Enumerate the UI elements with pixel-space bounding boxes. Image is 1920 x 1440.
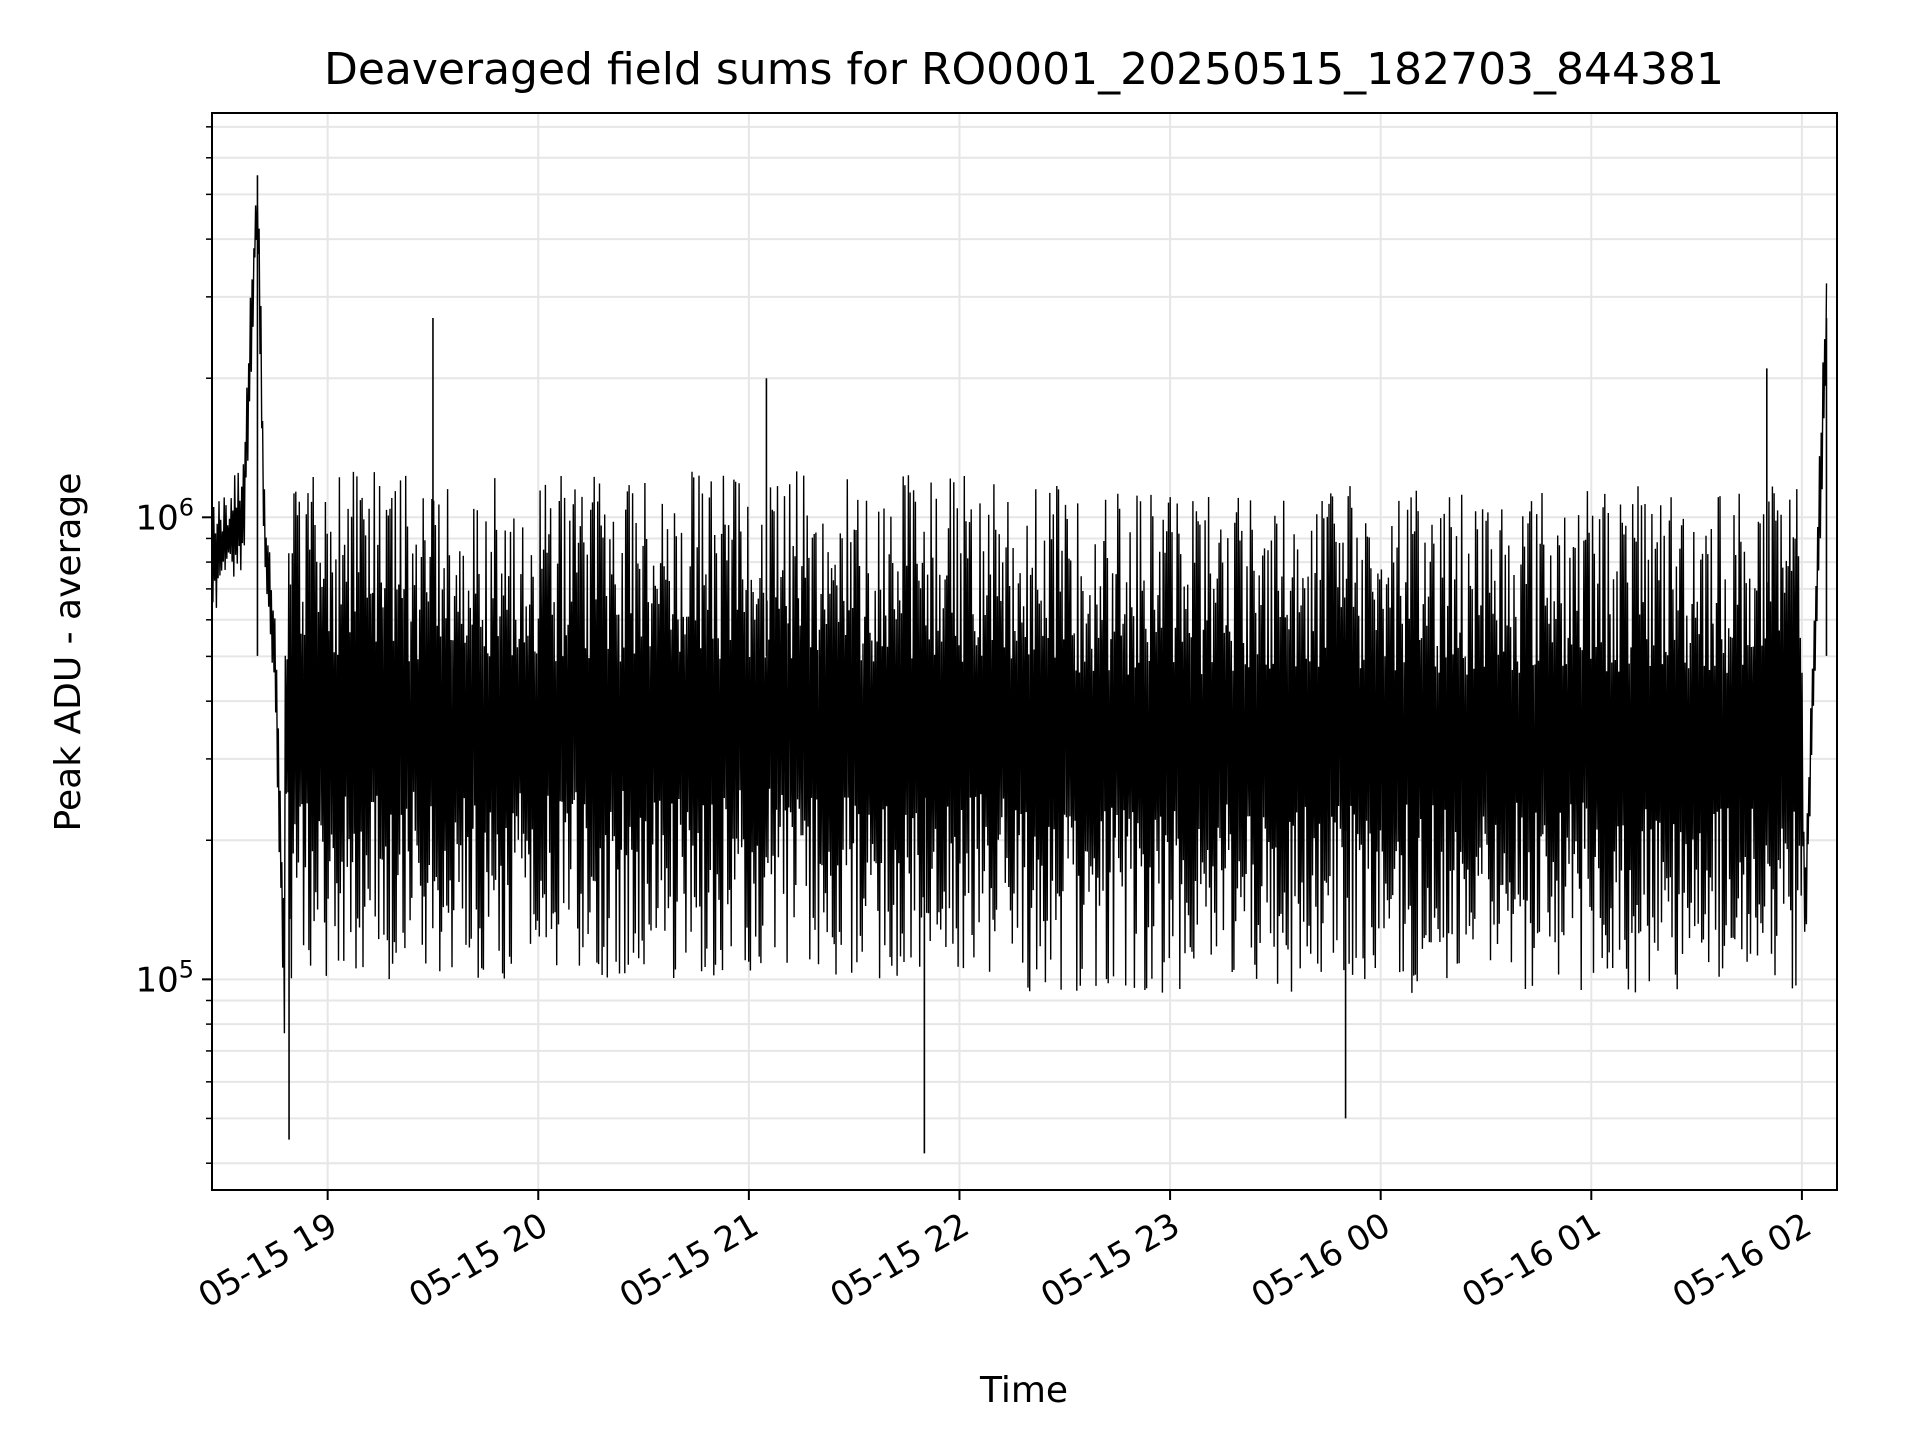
y-tick-label-exponent: 6	[179, 493, 194, 521]
plot-frame	[211, 112, 1838, 1191]
y-axis-label: Peak ADU - average	[48, 473, 89, 832]
y-tick-label: 106	[135, 493, 194, 538]
series-line	[211, 205, 1828, 1034]
axis-ticks	[202, 126, 1803, 1200]
y-tick-label-exponent: 5	[179, 955, 194, 983]
y-tick-label: 105	[135, 955, 194, 1000]
chart-title: Deaveraged field sums for RO0001_2025051…	[324, 44, 1724, 95]
y-tick-label-base: 10	[135, 498, 178, 538]
x-axis-label: Time	[979, 1370, 1068, 1411]
series-line-group	[211, 175, 1828, 1154]
y-tick-label-base: 10	[135, 960, 178, 1000]
